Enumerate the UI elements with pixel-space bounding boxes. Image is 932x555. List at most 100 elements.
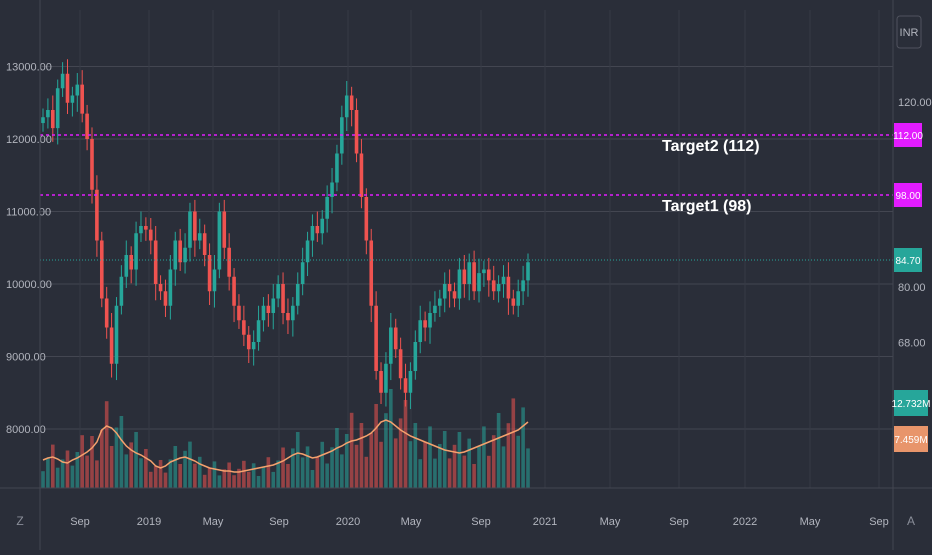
candle-body xyxy=(114,305,119,364)
candle-body xyxy=(99,240,104,299)
candlestick-series xyxy=(41,59,530,410)
volume-bar xyxy=(197,456,202,488)
volume-bar xyxy=(173,446,178,488)
volume-bar xyxy=(41,471,45,488)
volume-bar xyxy=(452,444,457,488)
volume-bar xyxy=(202,474,207,488)
candle-body xyxy=(188,211,192,248)
candle-body xyxy=(222,211,227,248)
volume-bar xyxy=(472,464,476,488)
volume-bar xyxy=(403,400,408,488)
x-axis-tick-label: May xyxy=(600,516,621,528)
volume-bar xyxy=(46,458,50,488)
volume-bar xyxy=(227,462,231,488)
candle-body xyxy=(212,269,217,292)
volume-badge-text: 12.732M xyxy=(892,399,931,410)
candle-body xyxy=(104,298,109,328)
volume-bar xyxy=(129,442,133,488)
price-badges: 112.00 98.00 84.70 12.732M 7.459M xyxy=(892,123,931,452)
x-axis-tick-label: May xyxy=(401,516,422,528)
timezone-button[interactable]: Z xyxy=(16,514,23,528)
candle-body xyxy=(168,269,173,306)
candle-body xyxy=(506,276,511,299)
volume-bar xyxy=(526,448,530,488)
left-axis-tick-label: 13000.00 xyxy=(6,62,52,74)
volume-bar xyxy=(389,389,393,488)
last-price-badge xyxy=(894,248,922,272)
volume-bar xyxy=(85,455,89,488)
volume-bar xyxy=(482,426,486,488)
auto-scale-button[interactable]: A xyxy=(907,514,915,528)
candle-body xyxy=(183,247,187,263)
candle-body xyxy=(477,273,481,292)
volume-bars xyxy=(41,389,530,488)
currency-label: INR xyxy=(900,27,919,39)
right-axis-tick-label: 68.00 xyxy=(898,338,926,350)
last-price-badge-text: 84.70 xyxy=(895,256,920,267)
volume-bar xyxy=(246,471,251,488)
volume-bar xyxy=(433,458,437,488)
candle-body xyxy=(344,95,349,118)
volume-bar xyxy=(349,412,354,488)
volume-bar xyxy=(266,457,271,488)
candle-body xyxy=(173,240,178,270)
candle-body xyxy=(398,349,403,379)
x-axis-tick-label: 2020 xyxy=(336,516,360,528)
candle-body xyxy=(300,262,305,284)
candle-body xyxy=(41,117,45,124)
volume-bar xyxy=(148,471,153,488)
volume-badge xyxy=(894,426,928,452)
candle-body xyxy=(237,305,241,321)
volume-bar xyxy=(442,431,447,488)
volume-bar xyxy=(222,469,227,488)
candle-body xyxy=(359,153,364,197)
candle-body xyxy=(325,197,329,219)
volume-bar xyxy=(369,433,374,488)
x-axis-tick-label: May xyxy=(800,516,821,528)
volume-bar xyxy=(60,459,65,488)
volume-bar xyxy=(70,465,75,488)
candle-body xyxy=(55,88,60,129)
candle-body xyxy=(134,233,138,270)
volume-bar xyxy=(95,460,99,488)
volume-moving-average-line xyxy=(42,419,529,473)
candle-body xyxy=(75,84,80,96)
candle-body xyxy=(144,226,148,230)
volume-bar xyxy=(305,446,310,488)
candle-body xyxy=(467,262,472,284)
candle-body xyxy=(442,284,447,299)
candle-body xyxy=(50,110,55,129)
x-axis-tick-label: 2022 xyxy=(733,516,757,528)
candle-body xyxy=(85,113,89,139)
volume-bar xyxy=(281,447,285,488)
candle-body xyxy=(305,240,310,263)
x-axis-tick-label: May xyxy=(203,516,224,528)
currency-box[interactable] xyxy=(896,15,922,49)
volume-bar xyxy=(104,401,109,488)
left-axis-tick-label: 9000.00 xyxy=(6,352,46,364)
volume-bar xyxy=(139,458,143,488)
candle-body xyxy=(207,255,212,292)
candle-body xyxy=(158,284,163,292)
candle-body xyxy=(276,284,280,299)
volume-bar xyxy=(379,441,383,488)
candle-body xyxy=(163,291,168,306)
candle-body xyxy=(80,84,84,114)
candle-body xyxy=(403,378,408,393)
volume-bar xyxy=(276,460,280,488)
candle-body xyxy=(295,284,300,306)
volume-bar xyxy=(217,475,222,488)
candle-body xyxy=(462,269,467,284)
candle-body xyxy=(482,269,486,274)
candle-body xyxy=(369,240,374,306)
volume-bar xyxy=(207,468,212,488)
right-axis-tick-label: 120.00 xyxy=(898,97,932,109)
volume-bar xyxy=(291,448,295,488)
volume-bar xyxy=(188,441,192,488)
volume-bar xyxy=(359,423,364,488)
volume-bar xyxy=(158,460,163,488)
volume-bar xyxy=(295,432,300,488)
